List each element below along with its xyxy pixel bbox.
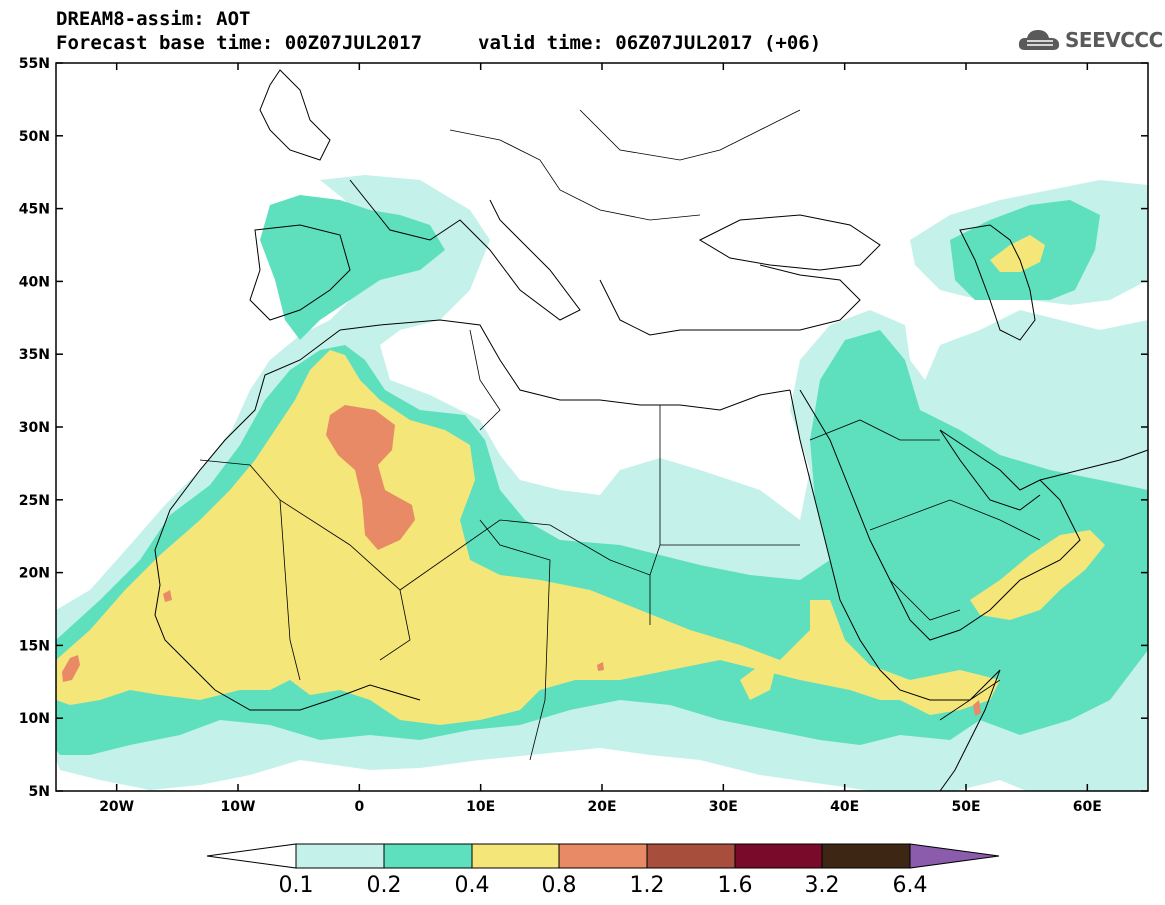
coast-somalia bbox=[939, 669, 1001, 791]
lat-label: 30N bbox=[19, 420, 50, 436]
coast-north-africa bbox=[339, 319, 791, 411]
aot-band-0.4-chad bbox=[740, 665, 775, 700]
coastlines bbox=[154, 69, 1148, 791]
colorbar-0.8-1.2 bbox=[558, 843, 648, 869]
lat-label: 45N bbox=[19, 202, 50, 218]
colorbar-1.6-3.2 bbox=[734, 843, 823, 869]
lat-label: 40N bbox=[19, 274, 50, 290]
chart-title: DREAM8-assim: AOT bbox=[56, 8, 251, 30]
colorbar-label: 0.1 bbox=[279, 873, 314, 898]
lon-label: 30E bbox=[709, 799, 738, 815]
border-lines bbox=[199, 109, 1041, 761]
aot-band-0.4-sahara bbox=[56, 350, 1000, 725]
aot-band-0.4-caspian bbox=[990, 235, 1045, 272]
colorbar-label: 1.2 bbox=[630, 873, 665, 898]
colorbar-label: 0.8 bbox=[542, 873, 577, 898]
seevccc-logo: SEEVCCC bbox=[1017, 26, 1163, 56]
aot-band-0.8-spot bbox=[597, 662, 604, 671]
colorbar-label: 3.2 bbox=[805, 873, 840, 898]
forecast-base-time: Forecast base time: 00Z07JUL2017 bbox=[56, 32, 423, 54]
aot-band-0.8-cape-verde bbox=[62, 655, 80, 682]
coast-france-italy bbox=[349, 179, 581, 321]
valid-time: valid time: 06Z07JUL2017 (+06) bbox=[478, 32, 822, 54]
coast-persian-gulf bbox=[939, 429, 1041, 511]
colorbar-label: 0.4 bbox=[455, 873, 490, 898]
lat-label: 25N bbox=[19, 493, 50, 509]
aot-band-0.4-arabia-oman bbox=[970, 530, 1105, 620]
colorbar-below-0.1 bbox=[206, 843, 297, 869]
colorbar-1.2-1.6 bbox=[646, 843, 736, 869]
coast-black-sea bbox=[698, 214, 881, 271]
lat-label: 5N bbox=[29, 784, 50, 800]
colorbar: 0.1 0.2 0.4 0.8 1.2 1.6 3.2 6.4 bbox=[206, 843, 1000, 898]
coast-arabian-sea bbox=[1039, 449, 1148, 481]
latitude-axis: 55N 50N 45N 40N 35N 30N 25N 20N 15N 10N 5N bbox=[19, 56, 1148, 800]
aot-band-0.8-algeria-mali bbox=[326, 405, 415, 550]
colorbar-3.2-6.4 bbox=[821, 843, 911, 869]
lon-label: 50E bbox=[951, 799, 980, 815]
coast-iberia bbox=[249, 224, 351, 321]
lon-label: 0 bbox=[354, 799, 364, 815]
lat-label: 10N bbox=[19, 711, 50, 727]
aot-band-0.8-somalia bbox=[973, 700, 981, 716]
lon-label: 20E bbox=[587, 799, 616, 815]
coast-greece-turkey bbox=[599, 264, 861, 336]
lon-label: 40E bbox=[830, 799, 859, 815]
colorbar-0.2-0.4 bbox=[383, 843, 473, 869]
colorbar-above-6.4 bbox=[909, 843, 1000, 869]
lon-label: 10E bbox=[466, 799, 495, 815]
colorbar-0.1-0.2 bbox=[295, 843, 385, 869]
logo-text: SEEVCCC bbox=[1065, 28, 1163, 52]
colorbar-label: 6.4 bbox=[893, 873, 928, 898]
coast-british-isles bbox=[259, 69, 331, 161]
coast-west-africa bbox=[154, 329, 421, 711]
lon-label: 60E bbox=[1073, 799, 1102, 815]
lat-label: 55N bbox=[19, 56, 50, 72]
aot-band-0.8-spot-west bbox=[163, 590, 172, 602]
lat-label: 50N bbox=[19, 129, 50, 145]
longitude-axis: 20W 10W 0 10E 20E 30E 40E 50E 60E bbox=[99, 63, 1102, 815]
lat-label: 20N bbox=[19, 566, 50, 582]
coast-caspian bbox=[959, 224, 1036, 341]
cloud-icon bbox=[1018, 30, 1060, 50]
coast-arabia bbox=[799, 389, 1081, 641]
aot-band-0.2-iberia bbox=[260, 195, 445, 340]
colorbar-label: 1.6 bbox=[718, 873, 753, 898]
lat-label: 15N bbox=[19, 638, 50, 654]
lon-label: 20W bbox=[99, 799, 134, 815]
lon-label: 10W bbox=[221, 799, 256, 815]
colorbar-label: 0.2 bbox=[367, 873, 402, 898]
lat-label: 35N bbox=[19, 347, 50, 363]
aot-contours bbox=[56, 175, 1148, 791]
colorbar-0.4-0.8 bbox=[471, 843, 560, 869]
